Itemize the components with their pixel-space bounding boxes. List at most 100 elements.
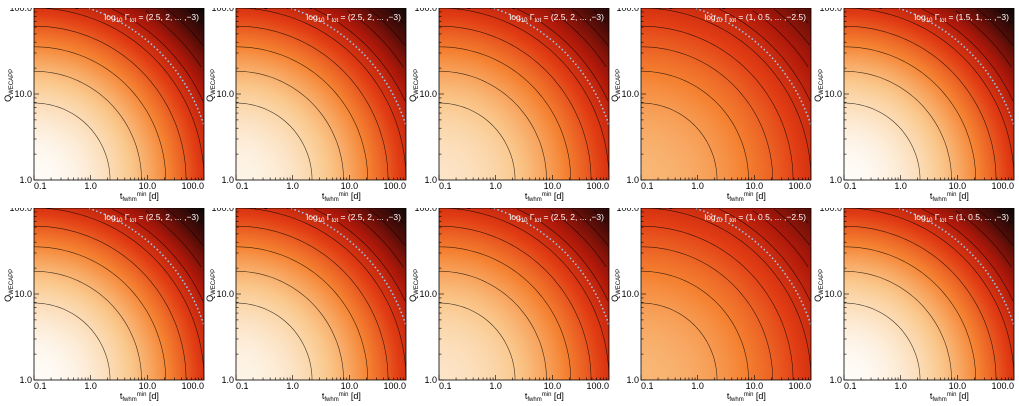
svg-text:tfwhmmin [d]: tfwhmmin [d] bbox=[525, 391, 564, 403]
x-axis-label-sup: min bbox=[744, 192, 754, 198]
contour-line bbox=[752, 10, 809, 68]
x-tick-label: 100.0 bbox=[383, 181, 406, 191]
legend-levels: = (1, 0.5, ... ,−3) bbox=[946, 212, 1009, 222]
x-tick-label: 1.0 bbox=[894, 381, 907, 391]
contour-line bbox=[438, 8, 610, 181]
y-axis-label: Q bbox=[813, 295, 823, 302]
x-tick-label: 100.0 bbox=[991, 381, 1014, 391]
svg-text:log10 Γtot = (1, 0.5, ... ,−3): log10 Γtot = (1, 0.5, ... ,−3) bbox=[914, 212, 1009, 224]
svg-text:1.0: 1.0 bbox=[424, 375, 437, 385]
legend-symbol-sub: tot bbox=[331, 218, 338, 224]
svg-text:10.0: 10.0 bbox=[824, 289, 842, 299]
svg-text:0.1: 0.1 bbox=[34, 381, 47, 391]
contour-line bbox=[843, 8, 1015, 181]
x-axis-label-sup: min bbox=[542, 392, 552, 398]
svg-text:disk–disk: disk–disk bbox=[843, 208, 882, 210]
svg-text:tfwhmmin [d]: tfwhmmin [d] bbox=[727, 191, 766, 203]
contour-line bbox=[998, 210, 1012, 224]
contour-line bbox=[795, 10, 809, 24]
svg-text:10.0: 10.0 bbox=[341, 381, 359, 391]
legend-symbol-sub: tot bbox=[129, 18, 136, 24]
svg-text:1.0: 1.0 bbox=[84, 381, 97, 391]
panel-title-post: =1000)–bulge bbox=[673, 8, 731, 10]
x-axis-label-sup: min bbox=[542, 192, 552, 198]
svg-text:bulge–disk: bulge–disk bbox=[33, 208, 79, 210]
y-tick-label: 1.0 bbox=[829, 375, 842, 385]
legend-prefix: log bbox=[914, 212, 926, 222]
x-tick-label: 10.0 bbox=[949, 181, 967, 191]
x-axis-label-unit: [d] bbox=[956, 391, 969, 401]
legend-prefix: log bbox=[104, 12, 116, 22]
panel-title-post: =0.5)–disk bbox=[471, 208, 515, 210]
heatmap-image bbox=[439, 8, 609, 180]
svg-text:1.0: 1.0 bbox=[489, 181, 502, 191]
x-tick-label: 100.0 bbox=[991, 181, 1014, 191]
contour-line bbox=[641, 302, 718, 380]
contour-line bbox=[641, 102, 718, 180]
x-axis-label-sub: fwhm bbox=[729, 197, 743, 203]
svg-text:QWECAPP: QWECAPP bbox=[813, 269, 825, 302]
x-tick-label: 1.0 bbox=[84, 381, 97, 391]
y-tick-label: 100.0 bbox=[819, 8, 842, 13]
contour-line bbox=[438, 270, 547, 381]
contour-line bbox=[640, 270, 749, 381]
x-axis-label-unit: [d] bbox=[146, 191, 159, 201]
y-tick-label: 10.0 bbox=[419, 289, 437, 299]
legend-levels: = (1.5, 1, ... ,−3) bbox=[946, 12, 1009, 22]
svg-text:10.0: 10.0 bbox=[824, 89, 842, 99]
legend-symbol-sub: tot bbox=[129, 218, 136, 224]
y-tick-label: 100.0 bbox=[211, 8, 234, 13]
panel-title-post: =0.5)–bulge bbox=[471, 8, 521, 10]
svg-text:QWECAPP: QWECAPP bbox=[205, 269, 217, 302]
svg-text:halo(MD=0.1)–bulge: halo(MD=0.1)–bulge bbox=[235, 8, 319, 11]
svg-text:log10 Γtot = (1.5, 1, ... ,−3): log10 Γtot = (1.5, 1, ... ,−3) bbox=[914, 12, 1009, 24]
x-tick-label: 100.0 bbox=[181, 381, 204, 391]
svg-text:0.1: 0.1 bbox=[236, 381, 249, 391]
contour-line bbox=[516, 208, 609, 302]
panel-title: bulge–bulge bbox=[33, 8, 85, 10]
dotted-contour bbox=[695, 8, 812, 125]
x-axis-label-sub: fwhm bbox=[324, 397, 338, 403]
svg-text:1.0: 1.0 bbox=[489, 381, 502, 391]
x-tick-label: 0.1 bbox=[844, 381, 857, 391]
y-tick-label: 100.0 bbox=[414, 8, 437, 13]
svg-text:QWECAPP: QWECAPP bbox=[813, 69, 825, 102]
contour-line bbox=[390, 10, 404, 24]
contour-line bbox=[640, 25, 794, 181]
contour-line bbox=[921, 208, 1014, 302]
svg-text:100.0: 100.0 bbox=[991, 381, 1014, 391]
legend-symbol-sub: tot bbox=[331, 18, 338, 24]
svg-text:log10 Γtot = (2.5, 2, ... ,−3): log10 Γtot = (2.5, 2, ... ,−3) bbox=[306, 12, 401, 24]
x-axis-label-sup: min bbox=[947, 192, 957, 198]
heatmap-image bbox=[844, 8, 1014, 180]
svg-text:tfwhmmin [d]: tfwhmmin [d] bbox=[120, 191, 159, 203]
contour-line bbox=[33, 8, 205, 181]
svg-text:1.0: 1.0 bbox=[894, 181, 907, 191]
svg-text:log10 Γtot = (2.5, 2, ... ,−3): log10 Γtot = (2.5, 2, ... ,−3) bbox=[509, 212, 604, 224]
contour-line bbox=[844, 102, 921, 180]
svg-text:100.0: 100.0 bbox=[181, 181, 204, 191]
y-tick-label: 10.0 bbox=[621, 89, 639, 99]
x-axis-label-sub: fwhm bbox=[122, 197, 136, 203]
legend-symbol: Γ bbox=[932, 212, 939, 222]
legend-prefix-sub: 10 bbox=[318, 18, 325, 24]
svg-text:100.0: 100.0 bbox=[788, 181, 811, 191]
legend-prefix-sub: 10 bbox=[521, 18, 528, 24]
panel-title-sub: D bbox=[467, 8, 472, 11]
contour-line bbox=[166, 208, 204, 246]
panel-title: disk–disk bbox=[843, 208, 882, 210]
y-tick-label: 10.0 bbox=[14, 289, 32, 299]
svg-text:1.0: 1.0 bbox=[829, 175, 842, 185]
y-axis-label-sub: WECAPP bbox=[819, 269, 825, 295]
y-tick-label: 10.0 bbox=[14, 89, 32, 99]
contour-line bbox=[235, 270, 344, 381]
x-axis-label-unit: [d] bbox=[753, 191, 766, 201]
svg-text:log10 Γtot = (1, 0.5, ... ,−2.: log10 Γtot = (1, 0.5, ... ,−2.5) bbox=[704, 212, 806, 224]
contour-line bbox=[438, 25, 592, 181]
x-axis-label-sub: fwhm bbox=[527, 197, 541, 203]
x-axis-label-unit: [d] bbox=[348, 391, 361, 401]
svg-text:10.0: 10.0 bbox=[341, 181, 359, 191]
